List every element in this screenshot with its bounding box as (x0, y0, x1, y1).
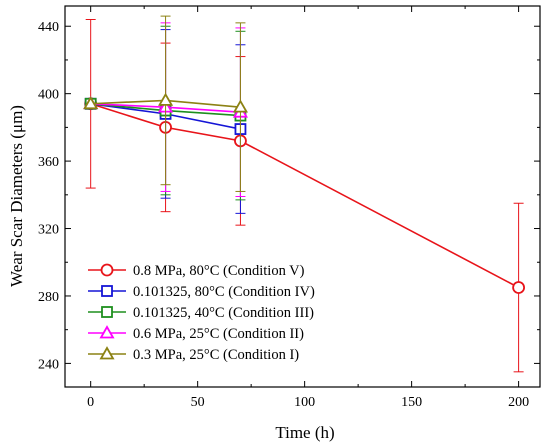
data-point (512, 281, 526, 294)
legend-item-1: 0.8 MPa, 80°C (Condition V) (88, 263, 305, 279)
series-line (90, 103, 519, 289)
data-point (158, 92, 174, 106)
tick-labels: 0 50 100 150 200 240 280 320 360 400 440 (38, 20, 529, 410)
legend-label: 0.101325, 40°C (Condition III) (133, 305, 314, 321)
x-tick-label: 100 (294, 395, 315, 410)
y-tick-label: 280 (38, 290, 59, 305)
legend-marker (99, 346, 115, 360)
legend-item-4: 0.6 MPa, 25°C (Condition II) (88, 325, 304, 342)
legend-label: 0.101325, 80°C (Condition IV) (133, 284, 315, 300)
legend-label: 0.6 MPa, 25°C (Condition II) (133, 326, 304, 342)
series-group (83, 15, 526, 373)
legend-item-5: 0.3 MPa, 25°C (Condition I) (88, 346, 299, 363)
legend-item-3: 0.101325, 40°C (Condition III) (88, 305, 314, 321)
data-point (232, 99, 249, 113)
x-tick-label: 0 (87, 395, 94, 410)
plot-frame (64, 5, 541, 388)
y-tick-label: 400 (38, 88, 59, 103)
data-point (83, 95, 99, 110)
y-axis-title: Wear Scar Diameters (μm) (7, 105, 26, 287)
legend-marker (101, 285, 113, 297)
legend: 0.8 MPa, 80°C (Condition V) 0.101325, 80°… (88, 263, 315, 363)
legend-marker (100, 263, 114, 277)
x-tick-label: 200 (508, 395, 529, 410)
legend-label: 0.3 MPa, 25°C (Condition I) (133, 347, 299, 363)
legend-marker (101, 306, 113, 318)
series-5 (83, 15, 249, 192)
legend-marker (99, 325, 115, 339)
y-tick-label: 440 (38, 20, 59, 35)
x-tick-label: 150 (401, 395, 422, 410)
y-tick-label: 240 (38, 357, 59, 372)
legend-item-2: 0.101325, 80°C (Condition IV) (88, 284, 315, 300)
y-tick-label: 360 (38, 155, 59, 170)
x-axis-title: Time (h) (275, 423, 334, 442)
y-tick-label: 320 (38, 223, 59, 238)
x-tick-label: 50 (191, 395, 205, 410)
legend-label: 0.8 MPa, 80°C (Condition V) (133, 263, 305, 279)
